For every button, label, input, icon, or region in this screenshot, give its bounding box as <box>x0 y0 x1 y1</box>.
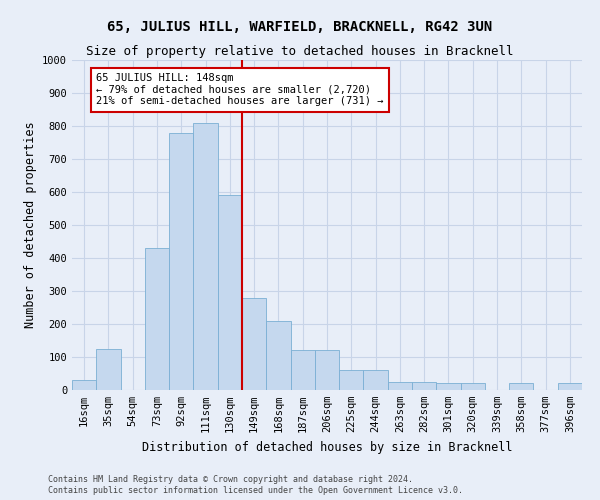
Bar <box>242 298 266 390</box>
Bar <box>218 196 242 390</box>
Bar <box>558 384 582 390</box>
Bar <box>266 320 290 390</box>
X-axis label: Distribution of detached houses by size in Bracknell: Distribution of detached houses by size … <box>142 440 512 454</box>
Text: Contains public sector information licensed under the Open Government Licence v3: Contains public sector information licen… <box>48 486 463 495</box>
Bar <box>461 384 485 390</box>
Text: Contains HM Land Registry data © Crown copyright and database right 2024.: Contains HM Land Registry data © Crown c… <box>48 475 413 484</box>
Text: 65, JULIUS HILL, WARFIELD, BRACKNELL, RG42 3UN: 65, JULIUS HILL, WARFIELD, BRACKNELL, RG… <box>107 20 493 34</box>
Y-axis label: Number of detached properties: Number of detached properties <box>23 122 37 328</box>
Bar <box>193 122 218 390</box>
Bar <box>96 349 121 390</box>
Bar <box>169 132 193 390</box>
Text: Size of property relative to detached houses in Bracknell: Size of property relative to detached ho… <box>86 45 514 58</box>
Bar <box>145 248 169 390</box>
Bar <box>364 370 388 390</box>
Bar <box>290 350 315 390</box>
Bar <box>509 384 533 390</box>
Bar <box>339 370 364 390</box>
Bar <box>412 382 436 390</box>
Bar <box>72 380 96 390</box>
Bar <box>315 350 339 390</box>
Bar <box>436 384 461 390</box>
Bar <box>388 382 412 390</box>
Text: 65 JULIUS HILL: 148sqm
← 79% of detached houses are smaller (2,720)
21% of semi-: 65 JULIUS HILL: 148sqm ← 79% of detached… <box>96 73 384 106</box>
